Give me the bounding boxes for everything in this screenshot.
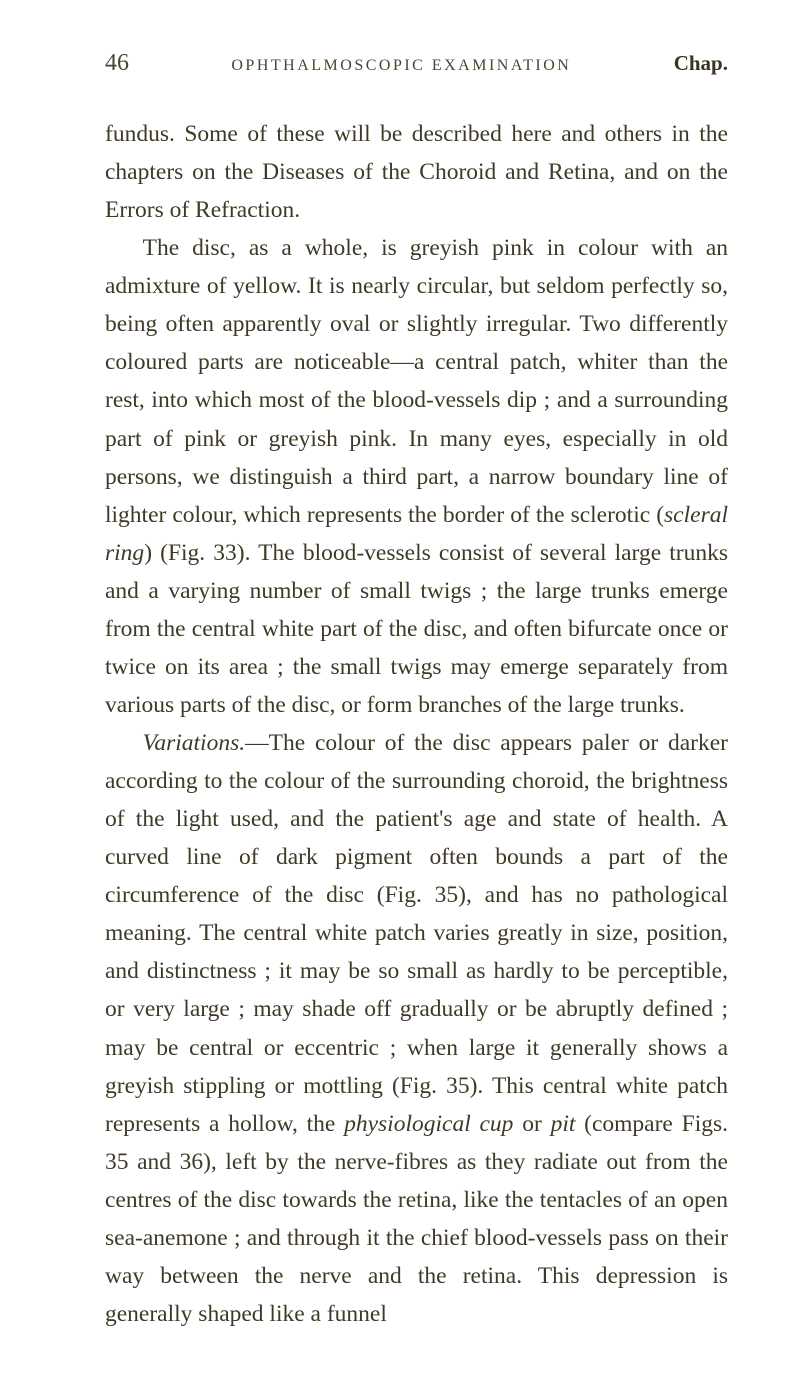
page-number: 46 (105, 50, 129, 77)
text-run: (compare Figs. 35 and 36), left by the n… (105, 1111, 728, 1327)
text-run: ) (Fig. 33). The blood-vessels consist o… (105, 540, 728, 718)
text-run: fundus. Some of these will be described … (105, 121, 728, 223)
page-container: 46 OPHTHALMOSCOPIC EXAMINATION Chap. fun… (0, 0, 800, 1393)
text-run: The disc, as a whole, is greyish pink in… (105, 235, 728, 527)
text-run: —The colour of the disc appears paler or… (105, 730, 728, 1137)
paragraph-2: The disc, as a whole, is greyish pink in… (105, 229, 728, 724)
italic-heading-variations: Variations. (143, 730, 246, 756)
italic-term-physiological-cup: physiological cup (344, 1111, 513, 1137)
paragraph-3: Variations.—The colour of the disc appea… (105, 724, 728, 1333)
body-text: fundus. Some of these will be described … (105, 115, 728, 1333)
paragraph-1: fundus. Some of these will be described … (105, 115, 728, 229)
running-head: OPHTHALMOSCOPIC EXAMINATION (231, 57, 571, 75)
chapter-label: Chap. (674, 51, 728, 76)
italic-term-pit: pit (551, 1111, 576, 1137)
text-run: or (513, 1111, 550, 1137)
page-header: 46 OPHTHALMOSCOPIC EXAMINATION Chap. (105, 50, 728, 77)
